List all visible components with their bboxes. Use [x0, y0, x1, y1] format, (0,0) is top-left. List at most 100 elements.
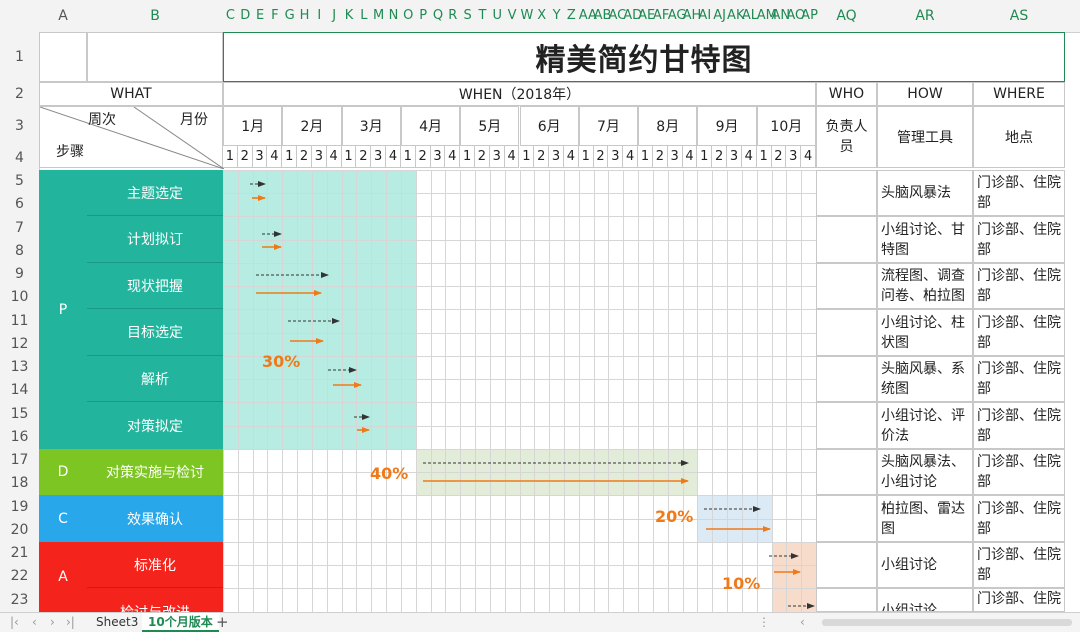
column-header[interactable]: AL	[741, 8, 759, 23]
week-number[interactable]: 3	[371, 146, 387, 168]
week-number[interactable]: 1	[341, 146, 357, 168]
row-header[interactable]: 2	[15, 86, 24, 102]
column-header[interactable]: V	[507, 8, 517, 23]
column-header[interactable]: AH	[682, 8, 702, 23]
column-header[interactable]: AP	[801, 8, 818, 23]
owner-cell[interactable]	[816, 263, 877, 309]
week-number[interactable]: 1	[697, 146, 713, 168]
week-number[interactable]: 3	[430, 146, 446, 168]
owner-cell[interactable]	[816, 170, 877, 216]
owner-cell[interactable]	[816, 402, 877, 449]
owner-cell[interactable]	[816, 495, 877, 542]
column-header[interactable]: G	[284, 8, 295, 23]
month-header[interactable]: 4月	[400, 106, 461, 146]
column-header[interactable]: R	[448, 8, 458, 23]
owner-cell[interactable]	[816, 309, 877, 356]
month-header[interactable]: 3月	[341, 106, 401, 146]
month-header[interactable]: 9月	[697, 106, 757, 146]
how-cell[interactable]: 头脑风暴法、小组讨论	[877, 449, 973, 495]
week-number[interactable]: 3	[549, 146, 564, 168]
column-header[interactable]: AN	[771, 8, 791, 23]
last-sheet-icon[interactable]: ›|	[66, 615, 75, 629]
row-header[interactable]: 1	[15, 49, 24, 65]
row-header[interactable]: 5	[15, 173, 24, 189]
column-header[interactable]: AQ	[836, 8, 857, 24]
week-number[interactable]: 1	[519, 146, 535, 168]
column-header[interactable]: K	[344, 8, 354, 23]
row-header[interactable]: 10	[10, 289, 29, 305]
week-number[interactable]: 2	[356, 146, 372, 168]
column-header[interactable]: N	[388, 8, 399, 23]
week-number[interactable]: 4	[682, 146, 698, 168]
row-header[interactable]: 9	[15, 266, 24, 282]
column-header[interactable]: X	[537, 8, 547, 23]
month-header[interactable]: 10月	[756, 106, 816, 146]
column-header[interactable]: H	[299, 8, 310, 23]
horizontal-scrollbar[interactable]	[822, 619, 1072, 626]
column-header[interactable]: W	[520, 8, 534, 23]
how-cell[interactable]: 柏拉图、雷达图	[877, 495, 973, 542]
column-header[interactable]: C	[225, 8, 235, 23]
column-header[interactable]: O	[403, 8, 414, 23]
row-header[interactable]: 21	[10, 545, 29, 561]
how-header[interactable]: HOW	[877, 82, 973, 106]
place-header[interactable]: 地点	[973, 106, 1065, 168]
task-standardize[interactable]: 标准化	[87, 542, 223, 588]
where-cell[interactable]: 门诊部、住院部	[973, 449, 1065, 495]
task-current-status[interactable]: 现状把握	[87, 263, 223, 309]
where-cell[interactable]: 门诊部、住院部	[973, 216, 1065, 263]
week-number[interactable]: 4	[623, 146, 639, 168]
week-number[interactable]: 3	[489, 146, 505, 168]
owner-cell[interactable]	[816, 542, 877, 588]
row-header[interactable]: 6	[15, 196, 24, 212]
row1-b[interactable]	[87, 32, 223, 82]
stage-a[interactable]: A	[39, 542, 87, 612]
week-number[interactable]: 1	[282, 146, 298, 168]
month-header[interactable]: 6月	[519, 106, 579, 146]
column-header[interactable]: AE	[638, 8, 656, 23]
row-header[interactable]: 7	[15, 220, 24, 236]
week-number[interactable]: 4	[386, 146, 401, 168]
where-cell[interactable]: 门诊部、住院部	[973, 495, 1065, 542]
task-review-improve[interactable]: 检讨与改进	[87, 588, 223, 612]
week-number[interactable]: 2	[534, 146, 550, 168]
prev-sheet-icon[interactable]: ‹	[32, 615, 37, 629]
week-number[interactable]: 4	[504, 146, 520, 168]
owner-header[interactable]: 负责人员	[816, 106, 877, 168]
column-header[interactable]: Y	[552, 8, 561, 23]
row-header[interactable]: 17	[10, 452, 29, 468]
row-header[interactable]: 23	[10, 592, 29, 608]
stage-c[interactable]: C	[39, 495, 87, 542]
week-number[interactable]: 4	[801, 146, 816, 168]
column-header[interactable]: S	[463, 8, 472, 23]
week-number[interactable]: 4	[741, 146, 757, 168]
week-number[interactable]: 1	[756, 146, 772, 168]
week-number[interactable]: 2	[297, 146, 312, 168]
add-sheet-icon[interactable]: +	[216, 613, 229, 631]
week-number[interactable]: 1	[223, 146, 238, 168]
week-number[interactable]: 4	[267, 146, 283, 168]
month-header[interactable]: 1月	[223, 106, 283, 146]
where-cell[interactable]: 门诊部、住院部	[973, 402, 1065, 449]
month-header[interactable]: 5月	[460, 106, 520, 146]
task-countermeasure[interactable]: 对策拟定	[87, 402, 223, 449]
week-number[interactable]: 2	[237, 146, 253, 168]
task-effect-confirm[interactable]: 效果确认	[87, 495, 223, 542]
week-number[interactable]: 2	[652, 146, 668, 168]
chart-title[interactable]: 精美简约甘特图	[223, 32, 1065, 82]
row-header[interactable]: 16	[10, 429, 29, 445]
row-header[interactable]: 13	[10, 359, 29, 375]
column-header[interactable]: J	[332, 8, 337, 23]
row1-a[interactable]	[39, 32, 87, 82]
task-topic-selection[interactable]: 主题选定	[87, 170, 223, 216]
month-header[interactable]: 8月	[638, 106, 698, 146]
row-header[interactable]: 8	[15, 243, 24, 259]
month-header[interactable]: 2月	[282, 106, 342, 146]
how-cell[interactable]: 流程图、调查问卷、柏拉图	[877, 263, 973, 309]
column-header[interactable]: AC	[608, 8, 627, 23]
task-goal-selection[interactable]: 目标选定	[87, 309, 223, 356]
week-number[interactable]: 3	[311, 146, 327, 168]
how-cell[interactable]: 小组讨论、甘特图	[877, 216, 973, 263]
column-header[interactable]: I	[317, 8, 322, 23]
week-number[interactable]: 2	[771, 146, 787, 168]
